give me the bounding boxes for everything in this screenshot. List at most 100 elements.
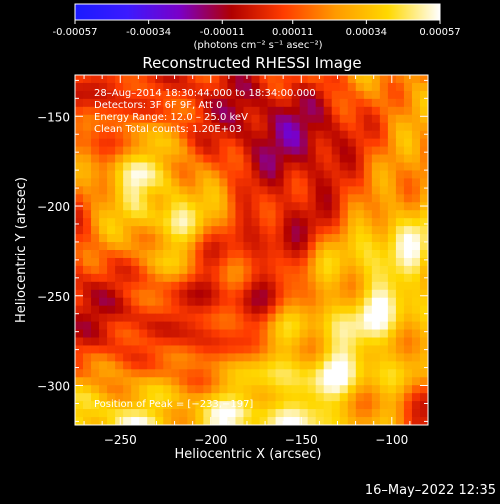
heatmap-cell	[107, 361, 116, 370]
heatmap-cell	[243, 138, 253, 148]
heatmap-cell	[107, 130, 116, 140]
heatmap-cell	[99, 321, 108, 331]
heatmap-cell	[131, 106, 140, 116]
heatmap-cell	[419, 321, 428, 331]
heatmap-cell	[291, 194, 301, 203]
heatmap-cell	[115, 369, 124, 378]
heatmap-cell	[179, 337, 188, 347]
heatmap-cell	[331, 257, 341, 267]
heatmap-cell	[291, 289, 301, 299]
heatmap-cell	[163, 98, 172, 108]
heatmap-cell	[91, 82, 100, 92]
heatmap-cell	[155, 321, 164, 331]
heatmap-cell	[291, 321, 301, 331]
heatmap-cell	[275, 138, 285, 148]
heatmap-cell	[419, 138, 428, 148]
heatmap-cell	[387, 98, 397, 108]
heatmap-cell	[259, 98, 269, 108]
heatmap-cell	[259, 234, 269, 243]
heatmap-cell	[339, 90, 349, 100]
heatmap-cell	[147, 409, 156, 418]
heatmap-cell	[115, 98, 124, 108]
heatmap-cell	[219, 114, 229, 124]
heatmap-cell	[227, 281, 237, 291]
heatmap-cell	[267, 98, 277, 108]
heatmap-cell	[163, 210, 172, 219]
heatmap-cell	[83, 162, 92, 172]
heatmap-cell	[339, 393, 349, 402]
heatmap-cell	[267, 289, 277, 299]
heatmap-cell	[171, 122, 180, 132]
heatmap-cell	[139, 321, 148, 331]
heatmap-cell	[339, 146, 349, 156]
heatmap-cell	[387, 321, 397, 331]
heatmap-cell	[107, 234, 116, 243]
axes-ticks: −250 −200 −150 −100−150−200−250−300	[37, 75, 429, 447]
heatmap-cell	[99, 353, 108, 362]
heatmap-cell	[283, 329, 293, 339]
heatmap-cell	[155, 130, 164, 140]
heatmap-cell	[147, 393, 156, 402]
heatmap-cell	[267, 226, 277, 235]
heatmap-cell	[395, 98, 405, 108]
heatmap-cell	[267, 369, 277, 378]
heatmap-cell	[371, 417, 381, 425]
heatmap-cell	[211, 114, 221, 124]
heatmap-cell	[291, 345, 301, 355]
heatmap-cell	[347, 377, 357, 386]
heatmap-cell	[275, 202, 285, 211]
heatmap-cell	[203, 401, 212, 410]
heatmap-cell	[219, 242, 229, 251]
heatmap-cell	[75, 353, 84, 362]
heatmap-cell	[259, 393, 269, 402]
heatmap-cell	[155, 377, 164, 386]
heatmap-cell	[299, 114, 309, 124]
heatmap-cell	[331, 242, 341, 251]
heatmap-cell	[299, 409, 309, 418]
heatmap-cell	[371, 242, 381, 251]
heatmap-cell	[331, 138, 341, 148]
heatmap-cell	[387, 377, 397, 386]
heatmap-cell	[411, 154, 421, 164]
heatmap-cell	[179, 273, 188, 283]
heatmap-cell	[123, 385, 132, 394]
heatmap-cell	[171, 305, 180, 315]
heatmap-cell	[139, 186, 148, 195]
heatmap-cell	[203, 305, 212, 315]
heatmap-cell	[299, 250, 309, 259]
heatmap-cell	[251, 210, 261, 219]
heatmap-cell	[107, 75, 116, 84]
heatmap-cell	[83, 218, 92, 227]
heatmap-cell	[219, 210, 229, 219]
heatmap-cell	[283, 82, 293, 92]
heatmap-cell	[75, 417, 84, 425]
heatmap-cell	[147, 202, 156, 211]
heatmap-cell	[259, 401, 269, 410]
heatmap-cell	[219, 297, 229, 307]
heatmap-cell	[99, 393, 108, 402]
heatmap-cell	[163, 369, 172, 378]
heatmap-cell	[299, 393, 309, 402]
heatmap-cell	[347, 353, 357, 362]
heatmap-cell	[115, 106, 124, 116]
heatmap-cell	[403, 170, 413, 180]
heatmap-cell	[147, 194, 156, 203]
heatmap-cell	[275, 329, 285, 339]
heatmap-cell	[235, 146, 245, 156]
heatmap-cell	[307, 369, 317, 378]
heatmap-cell	[187, 401, 196, 410]
heatmap-cell	[163, 106, 172, 116]
heatmap-cell	[403, 257, 413, 267]
heatmap-cell	[371, 321, 381, 331]
heatmap-cell	[99, 417, 108, 425]
heatmap-cell	[395, 130, 405, 140]
heatmap-cell	[107, 194, 116, 203]
heatmap-cell	[363, 281, 373, 291]
heatmap-cell	[123, 82, 132, 92]
heatmap-cell	[171, 218, 180, 227]
heatmap-cell	[243, 218, 253, 227]
heatmap-cell	[339, 75, 349, 84]
heatmap-cell	[243, 82, 253, 92]
heatmap-cell	[171, 345, 180, 355]
